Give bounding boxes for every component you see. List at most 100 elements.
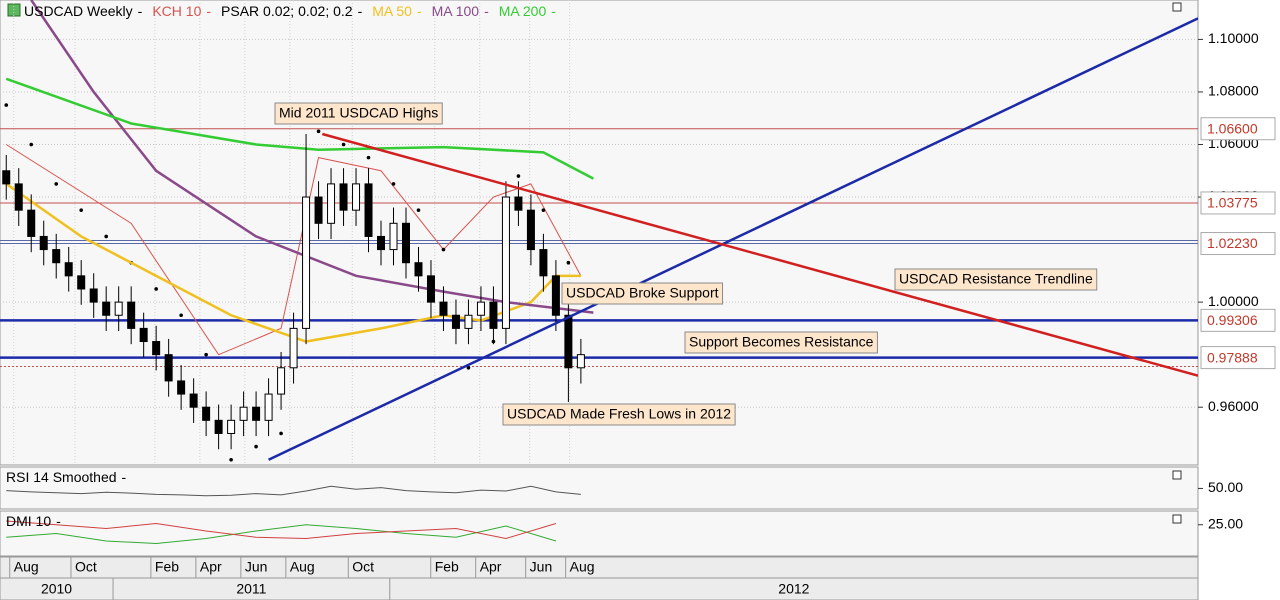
dmi-panel [0, 510, 1199, 557]
candle-body [139, 327, 148, 343]
x-tick-label: Aug [570, 559, 595, 575]
level-label: 1.03775 [1207, 195, 1258, 211]
annotation: USDCAD Resistance Trendline [899, 271, 1093, 287]
y-tick-label: 1.08000 [1208, 83, 1259, 99]
candle-body [451, 314, 460, 329]
annotation-box [502, 403, 736, 426]
psar-dot [54, 182, 59, 186]
window-button[interactable] [1172, 470, 1182, 480]
x-tick-label: Apr [200, 559, 222, 575]
psar-dot [316, 129, 321, 134]
main-panel [0, 0, 1199, 466]
psar-dot [29, 142, 34, 147]
psar-dot [466, 365, 471, 370]
candle-body [551, 275, 560, 316]
psar-dot [204, 352, 208, 357]
indicator-line [5, 77, 594, 180]
panel-title-text: RSI 14 Smoothed [6, 469, 117, 485]
candle-body [89, 288, 98, 303]
y-tick-label: 50.00 [1208, 479, 1243, 495]
candle-body [52, 249, 61, 264]
psar-dot [104, 234, 108, 239]
y-tick-label: 0.96000 [1208, 398, 1259, 414]
rsi-panel [0, 466, 1199, 510]
candle-body [289, 327, 298, 369]
y-tick-label: 1.00000 [1208, 293, 1259, 309]
candle-body [526, 209, 535, 251]
psar-dot [541, 208, 546, 212]
level-label-box [1200, 232, 1276, 256]
level-label: 1.02230 [1207, 235, 1258, 251]
candle-body [202, 406, 211, 421]
level-label: 1.06600 [1207, 120, 1258, 136]
window-button[interactable] [1172, 514, 1182, 524]
psar-dot [516, 174, 521, 178]
indicator-line [6, 520, 557, 540]
annotation-box [684, 331, 878, 354]
year-label: 2012 [778, 581, 809, 597]
legend-separator: - [484, 3, 489, 19]
psar-dot [366, 155, 371, 160]
legend-separator: - [206, 3, 211, 19]
candle-body [177, 380, 186, 395]
candle-body [39, 235, 48, 251]
level-label-box [1200, 308, 1276, 332]
x-tick-label: Jun [530, 559, 553, 575]
x-tick-label: Aug [290, 559, 315, 575]
x-tick-label: Feb [155, 559, 179, 575]
candle-body [576, 354, 585, 369]
year-label: 2010 [41, 581, 72, 597]
window-button[interactable] [1172, 2, 1182, 12]
candle-body [302, 196, 311, 329]
candle-body [2, 170, 11, 185]
legend-separator: - [138, 3, 143, 19]
candle-body [352, 183, 361, 211]
annotation: Mid 2011 USDCAD Highs [279, 105, 438, 121]
candle-body [377, 235, 386, 251]
legend-separator: - [417, 3, 422, 19]
psar-dot [179, 313, 183, 318]
panel-title: DMI 10- [6, 513, 61, 529]
legend-entry: MA 50 [372, 3, 412, 19]
y-tick-label: 1.10000 [1208, 30, 1259, 46]
candle-body [364, 183, 373, 237]
candle-body [389, 222, 398, 251]
candle-body [464, 314, 473, 329]
candle-body [426, 275, 435, 303]
level-label-box [1200, 117, 1276, 141]
indicator-line [6, 485, 581, 497]
level-label: 0.99306 [1207, 312, 1258, 328]
annotation-box [274, 102, 443, 125]
indicator-line [5, 182, 581, 343]
legend-entry: MA 200 [499, 3, 547, 19]
psar-dot [4, 103, 9, 107]
x-tick-label: Oct [352, 559, 374, 575]
candle-body [239, 406, 248, 421]
candle-body [439, 301, 448, 316]
legend-entry: PSAR 0.02; 0.02; 0.2 [221, 3, 353, 19]
candle-body [339, 183, 348, 211]
legend: USDCAD Weekly - KCH 10- PSAR 0.02; 0.02; 0.… [24, 3, 556, 19]
level-label-box [1200, 191, 1276, 215]
annotation-box [561, 282, 724, 305]
legend-separator: - [358, 3, 363, 19]
psar-dot [254, 444, 258, 449]
candle-body [77, 275, 86, 290]
candle-body [189, 393, 198, 408]
x-tick-label: Jun [245, 559, 268, 575]
candle-body [277, 367, 286, 395]
x-tick-label: Apr [480, 559, 502, 575]
psar-dot [391, 182, 396, 186]
psar-dot [566, 260, 571, 265]
legend-separator: - [56, 513, 61, 529]
legend-entry: KCH 10 [152, 3, 201, 19]
candle-body [164, 354, 173, 382]
indicator-line [5, 144, 582, 356]
candle-body [227, 419, 236, 434]
level-label-box [1200, 346, 1276, 370]
candle-body [252, 406, 261, 421]
psar-dot [416, 208, 421, 212]
legend-separator: - [551, 3, 556, 19]
psar-dot [154, 287, 158, 291]
